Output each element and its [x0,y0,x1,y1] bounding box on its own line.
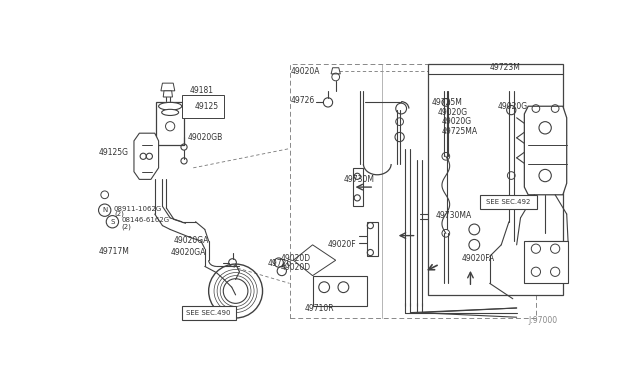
Text: (2): (2) [122,223,131,230]
Text: 08911-1062G: 08911-1062G [114,206,162,212]
Text: 49020G: 49020G [497,102,527,111]
Bar [289,64,536,318]
Ellipse shape [162,109,179,115]
Text: 49730MA: 49730MA [436,211,472,220]
Polygon shape [353,168,363,206]
Text: 49181: 49181 [189,86,213,95]
Text: 49020F: 49020F [328,240,356,249]
Text: 49020D: 49020D [280,263,310,272]
Text: 49125G: 49125G [99,148,129,157]
Text: (2): (2) [114,211,124,217]
Text: 49020GA: 49020GA [170,248,205,257]
Polygon shape [331,68,340,74]
Text: 49726: 49726 [268,259,292,268]
Text: 49125: 49125 [195,102,219,111]
Text: 49725M: 49725M [432,98,463,107]
Polygon shape [163,91,172,97]
Text: 49730M: 49730M [344,175,374,184]
Text: 49725MA: 49725MA [442,127,478,136]
Text: 49726: 49726 [291,96,316,105]
Text: 49020GB: 49020GB [188,132,223,141]
Text: 49020G: 49020G [442,117,472,126]
Text: 49020D: 49020D [280,254,310,263]
Ellipse shape [159,102,182,110]
Text: N: N [102,207,108,213]
Text: J:97000: J:97000 [529,316,557,325]
Text: 49020G: 49020G [437,108,467,117]
Text: SEE SEC.490: SEE SEC.490 [186,310,231,316]
Polygon shape [367,222,378,256]
Polygon shape [293,245,336,276]
Bar [480,195,538,209]
Text: S: S [110,219,115,225]
Polygon shape [524,241,568,283]
Text: SEE SEC.492: SEE SEC.492 [486,199,531,205]
Bar [182,95,224,118]
Polygon shape [524,106,566,195]
Bar [428,64,563,295]
Bar [156,102,184,145]
Bar [459,218,490,256]
Bar [312,276,367,307]
Text: 49717M: 49717M [99,247,129,256]
Polygon shape [134,133,159,179]
Text: 49020A: 49020A [291,67,321,76]
Text: 49020GA: 49020GA [174,237,209,246]
Polygon shape [161,83,175,91]
Text: 49723M: 49723M [490,63,520,72]
Text: 49710R: 49710R [305,304,335,313]
Text: 49020FA: 49020FA [462,254,495,263]
Bar [182,307,236,320]
Text: 08146-6162G: 08146-6162G [122,217,170,223]
